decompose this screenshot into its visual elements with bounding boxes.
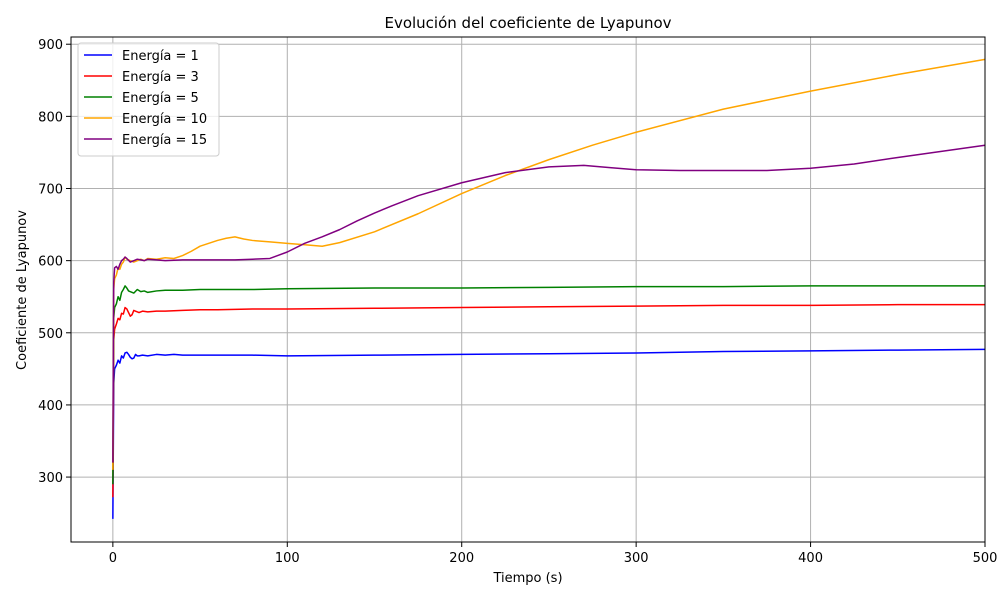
legend-label-1: Energía = 3 <box>122 70 199 85</box>
plot-series <box>112 58 986 519</box>
y-tick-label: 800 <box>38 110 63 125</box>
legend-label-4: Energía = 15 <box>122 133 207 148</box>
legend: Energía = 1 Energía = 3 Energía = 5 Energía… <box>77 42 220 157</box>
x-axis-label: Tiempo (s) <box>492 571 562 586</box>
legend-label-0: Energía = 1 <box>122 49 199 64</box>
x-tick-label: 0 <box>109 551 117 566</box>
y-tick-label: 300 <box>38 471 63 486</box>
x-tick-label: 100 <box>275 551 300 566</box>
plot-frame <box>70 36 986 543</box>
series-line-1 <box>112 303 985 498</box>
legend-label-2: Energía = 5 <box>122 91 199 106</box>
legend-label-3: Energía = 10 <box>122 112 207 127</box>
legend-box <box>77 42 220 157</box>
series-line-2 <box>112 285 985 485</box>
x-tick-label: 300 <box>624 551 649 566</box>
grid-lines <box>71 37 986 542</box>
y-tick-label: 400 <box>38 399 63 414</box>
x-tick-label: 400 <box>798 551 823 566</box>
x-axis-ticks: 0 100 200 300 400 500 <box>109 542 998 566</box>
y-tick-label: 600 <box>38 255 63 270</box>
y-tick-label: 900 <box>38 38 63 53</box>
series-line-0 <box>112 348 986 519</box>
y-tick-label: 500 <box>38 327 63 342</box>
x-tick-label: 500 <box>973 551 998 566</box>
x-tick-label: 200 <box>449 551 474 566</box>
y-axis-label: Coeficiente de Lyapunov <box>15 210 30 370</box>
y-tick-label: 700 <box>38 183 63 198</box>
series-line-3 <box>112 58 986 470</box>
chart-title: Evolución del coeficiente de Lyapunov <box>384 14 671 32</box>
series-line-4 <box>112 144 986 463</box>
y-axis-ticks: 300 400 500 600 700 800 900 <box>38 38 71 486</box>
